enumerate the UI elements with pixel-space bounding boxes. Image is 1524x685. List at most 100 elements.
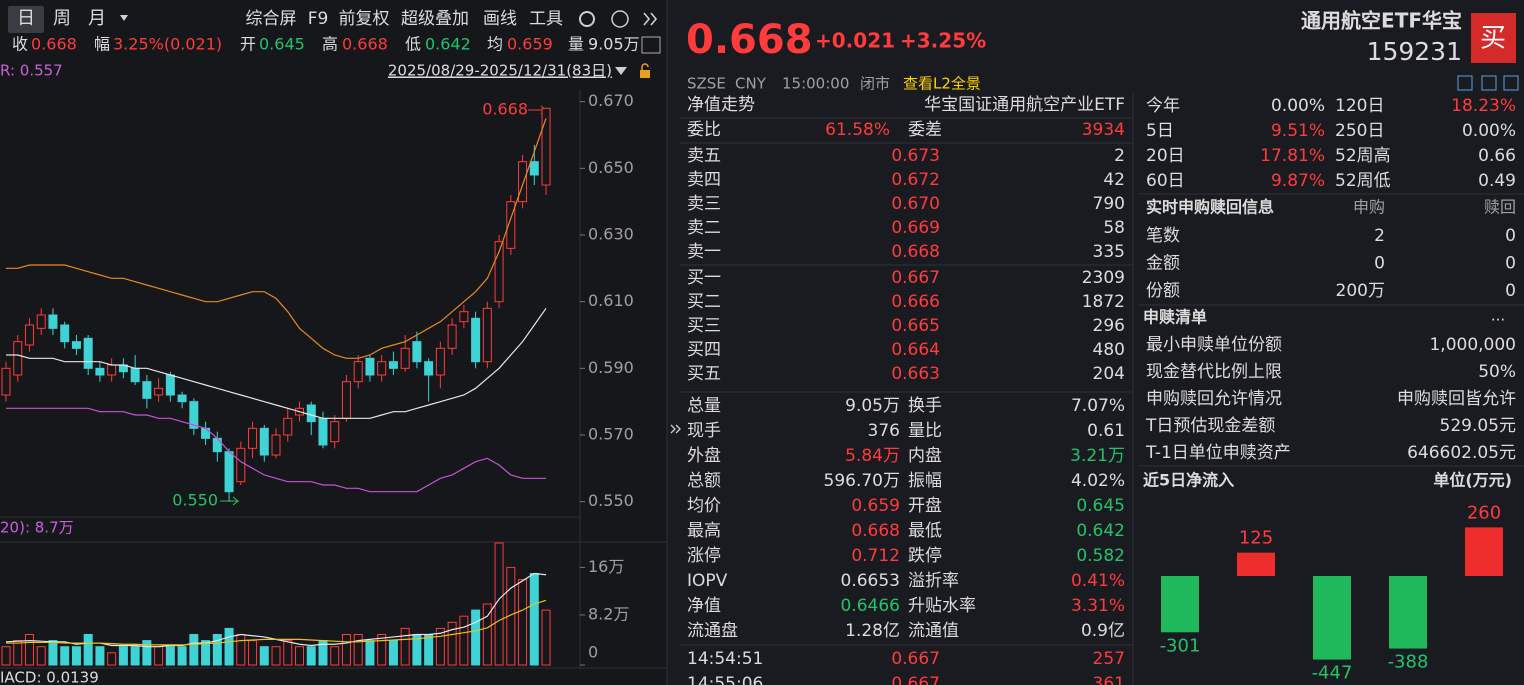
candle-body [201,427,211,439]
stat-label: 最高 [687,521,721,541]
range-dropdown-icon[interactable] [615,67,627,75]
candle-body [36,314,46,329]
volume-bar [459,615,469,666]
quote-label: 开 [240,35,256,54]
candle-body [212,437,222,453]
quote-value: 0.645 [259,35,305,54]
candle-body [365,357,375,376]
stat-value: 3.21万 [1070,446,1125,466]
row-label: 最小申赎单位份额 [1146,335,1282,355]
settings-icon[interactable] [579,11,595,27]
stat-label: 内盘 [908,446,942,466]
candle-body [189,401,199,429]
active-tab-bg [8,6,44,33]
perf-value: 0.66 [1478,146,1516,166]
quote-value: 0.668 [31,35,77,54]
level-price: 0.663 [891,364,940,384]
tool-icon[interactable] [1457,75,1473,91]
stat-value: 376 [868,421,900,441]
l2-link[interactable]: 查看L2全景 [903,75,981,93]
tab-label[interactable]: 净值走势 [687,95,755,115]
quote-panel-bg [667,0,1524,685]
tool-button[interactable]: 画线 [483,9,517,29]
tick-price: 0.667 [891,649,940,669]
tool-icon[interactable] [1481,75,1497,91]
flow-unit: 单位(万元) [1433,471,1512,490]
level-volume: 335 [1093,242,1125,262]
expand-icon[interactable] [643,12,658,26]
stat-label: 量比 [908,421,942,441]
wp-icon[interactable] [641,36,661,54]
stat-value: 596.70万 [824,471,900,491]
collapse-icon[interactable] [670,424,681,434]
y-tick-label: 0.670 [588,91,634,110]
level-label: 卖三 [687,194,721,214]
list-more[interactable]: ... [1491,307,1505,325]
dropdown-icon[interactable] [120,15,128,21]
flow-label: -388 [1388,652,1429,673]
volume-bar [118,646,128,666]
volume-bar [365,640,375,666]
help-icon[interactable] [611,10,629,28]
perf-value: 0.49 [1478,171,1516,191]
volume-bar [130,646,140,666]
volume-bar [541,609,551,666]
stat-label: 净值 [687,596,721,616]
volume-bar [201,640,211,666]
column-header: 赎回 [1484,198,1516,217]
stat-label: 换手 [908,396,942,416]
volume-bar [107,652,117,666]
stat-label: 流通值 [908,621,959,641]
tool-button[interactable]: 工具 [529,9,563,29]
volume-bar [1,646,11,666]
row-value: 1,000,000 [1429,335,1516,355]
level-price: 0.665 [891,316,940,336]
period-tab[interactable]: 日 [17,8,35,29]
tool-icon[interactable] [1503,75,1519,91]
row-label: 份额 [1146,281,1180,301]
volume-bar [529,573,539,666]
candle-body [48,314,58,329]
tool-button[interactable]: 综合屏 [246,9,297,29]
level-label: 买三 [687,316,721,336]
buy-button[interactable] [1471,13,1516,63]
level-label: 卖一 [687,242,721,262]
value: 61.58% [825,120,890,140]
perf-value: 0.00% [1271,96,1325,116]
perf-label: 250日 [1335,121,1384,141]
buy-label[interactable]: 买 [1480,24,1506,54]
period-tab[interactable]: 周 [53,8,71,29]
date-range[interactable]: 2025/08/29-2025/12/31(83日) [388,62,612,80]
tool-button[interactable]: 超级叠加 [401,9,469,29]
candle-body [154,387,164,396]
stat-label: 总额 [687,471,721,491]
y-tick-label: 16万 [588,557,624,576]
tool-button[interactable]: 前复权 [339,9,390,29]
volume-bar [330,646,340,666]
level-volume: 1872 [1082,292,1125,312]
stat-label: 涨停 [687,546,721,566]
volume-bar [435,627,445,666]
stat-value: 4.02% [1071,471,1125,491]
row-value: 529.05元 [1440,416,1516,436]
row-value: 0 [1505,226,1516,246]
volume-bar [48,640,58,666]
flow-bar [1465,527,1503,576]
period-tab[interactable]: 月 [88,8,106,29]
candle-body [506,201,516,249]
row-value: 200万 [1336,281,1385,301]
macd-label: IACD: 0.0139 [0,669,99,685]
row-label: 金额 [1146,254,1180,274]
candle-body [388,361,398,369]
candle-body [412,341,422,363]
tool-button[interactable]: F9 [308,9,329,29]
stat-value: 0.41% [1071,571,1125,591]
tick-time: 14:54:51 [687,649,763,669]
candle-body [224,451,234,493]
security-name: 通用航空ETF华宝 [1301,9,1462,33]
tick-volume: 257 [1093,649,1125,669]
lock-icon[interactable] [640,70,650,78]
stat-label: 现手 [687,421,721,441]
perf-value: 9.87% [1271,171,1325,191]
level-label: 卖五 [687,146,721,166]
